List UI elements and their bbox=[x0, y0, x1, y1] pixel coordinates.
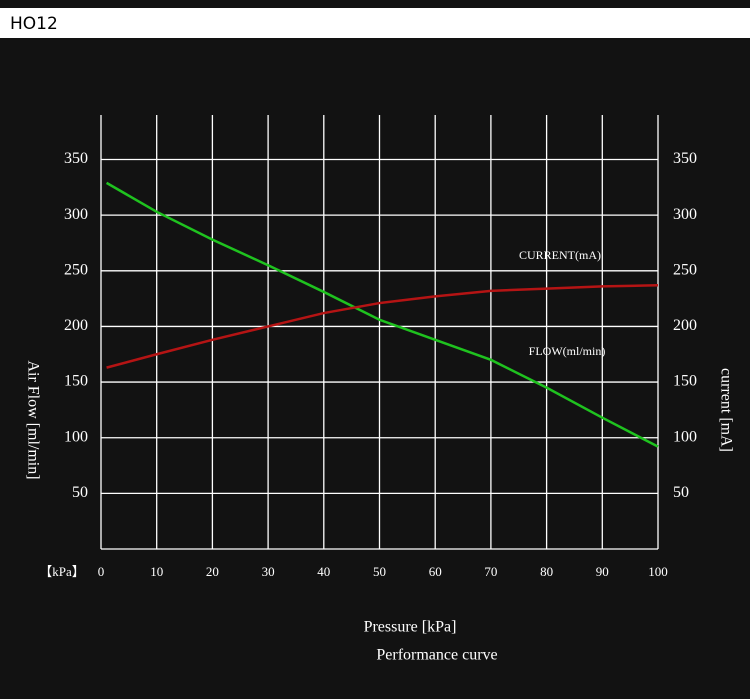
y2-tick-label: 100 bbox=[673, 428, 697, 445]
y2-tick-label: 50 bbox=[673, 484, 689, 501]
x-axis-label: Pressure [kPa] bbox=[364, 619, 457, 636]
header-title: HO12 bbox=[10, 14, 58, 34]
x-unit-label: 【kPa】 bbox=[39, 564, 85, 579]
header-bar bbox=[0, 8, 750, 38]
y-tick-label: 250 bbox=[64, 261, 88, 278]
x-tick-label: 30 bbox=[262, 564, 275, 579]
x-tick-label: 40 bbox=[317, 564, 330, 579]
series-line bbox=[105, 181, 659, 448]
y2-tick-label: 300 bbox=[673, 206, 697, 223]
series-label: CURRENT(mA) bbox=[519, 248, 601, 262]
y-tick-label: 50 bbox=[72, 484, 88, 501]
x-tick-label: 20 bbox=[206, 564, 219, 579]
y2-tick-label: 150 bbox=[673, 373, 697, 390]
y2-axis-label: current [mA] bbox=[717, 368, 734, 452]
y2-tick-label: 350 bbox=[673, 150, 697, 167]
y2-tick-label: 250 bbox=[673, 261, 697, 278]
x-tick-label: 70 bbox=[484, 564, 497, 579]
y-tick-label: 100 bbox=[64, 428, 88, 445]
x-tick-label: 10 bbox=[150, 564, 163, 579]
x-tick-label: 0 bbox=[98, 564, 105, 579]
y-tick-label: 200 bbox=[64, 317, 88, 334]
y2-tick-label: 200 bbox=[673, 317, 697, 334]
y-tick-label: 350 bbox=[64, 150, 88, 167]
x-tick-label: 60 bbox=[429, 564, 442, 579]
x-tick-label: 90 bbox=[596, 564, 609, 579]
x-tick-label: 50 bbox=[373, 564, 386, 579]
y-tick-label: 150 bbox=[64, 373, 88, 390]
y-tick-label: 300 bbox=[64, 206, 88, 223]
series-line bbox=[106, 284, 659, 369]
caption: Performance curve bbox=[376, 647, 497, 664]
x-tick-label: 80 bbox=[540, 564, 553, 579]
y-axis-label: Air Flow [ml/min] bbox=[24, 360, 41, 479]
series-label: FLOW(ml/min) bbox=[529, 344, 606, 358]
x-tick-label: 100 bbox=[648, 564, 668, 579]
